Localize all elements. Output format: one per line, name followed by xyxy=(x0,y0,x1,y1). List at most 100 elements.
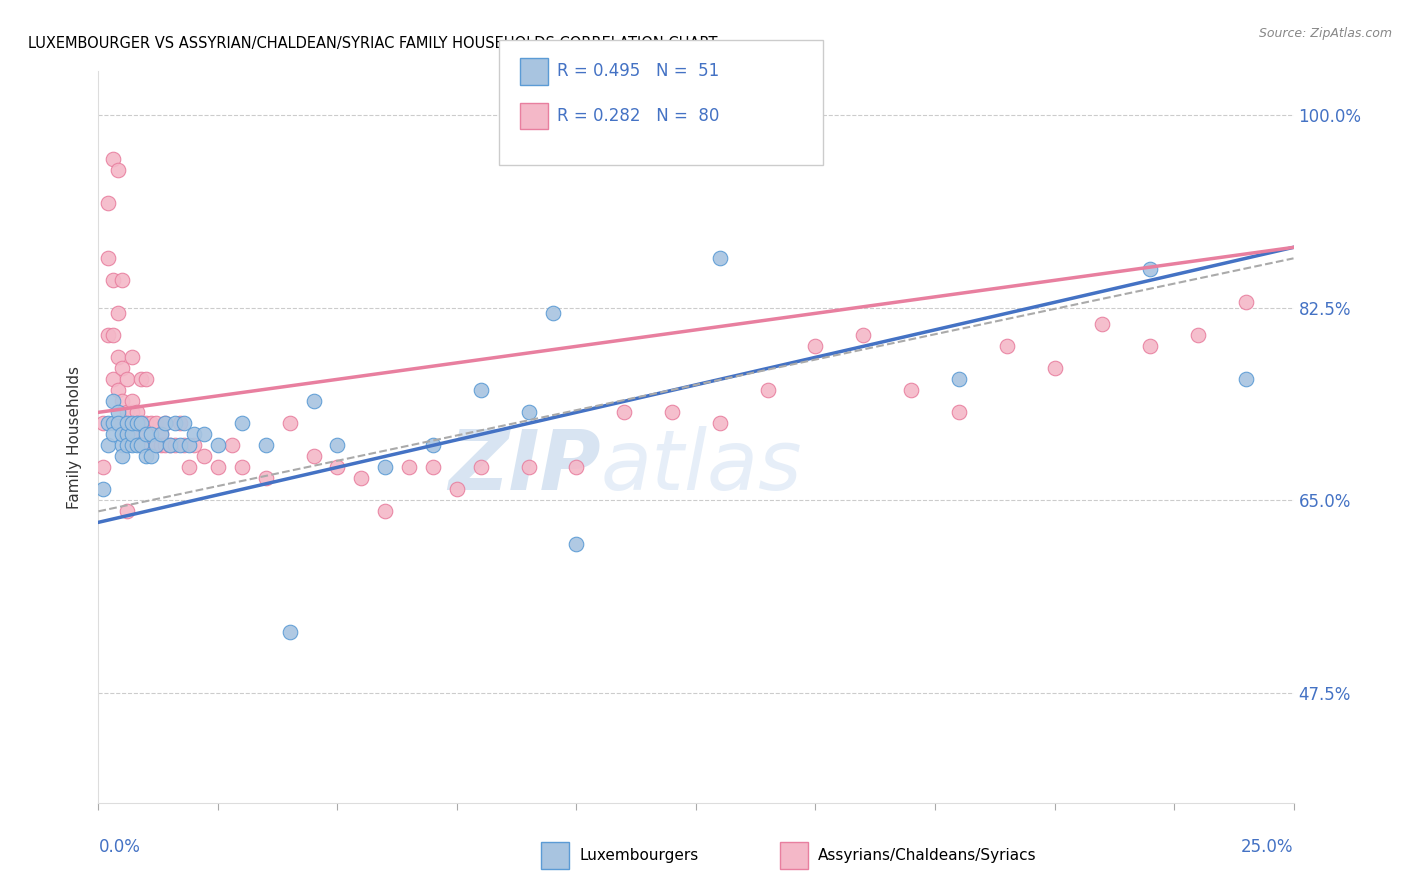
Point xyxy=(101,328,124,343)
Point xyxy=(111,361,134,376)
Y-axis label: Family Households: Family Households xyxy=(67,366,83,508)
Point xyxy=(565,460,588,475)
Point xyxy=(135,438,157,452)
Point xyxy=(948,372,970,386)
Point xyxy=(111,417,134,431)
Point xyxy=(131,372,153,386)
Text: R = 0.495   N =  51: R = 0.495 N = 51 xyxy=(557,62,718,80)
Point xyxy=(91,460,114,475)
Point xyxy=(101,372,124,386)
Text: 25.0%: 25.0% xyxy=(1241,838,1294,856)
Point xyxy=(517,460,540,475)
Point xyxy=(145,438,167,452)
Point xyxy=(350,471,373,485)
Point xyxy=(115,427,138,442)
Text: 0.0%: 0.0% xyxy=(98,838,141,856)
Point xyxy=(115,438,138,452)
Point xyxy=(221,438,243,452)
Point xyxy=(709,252,731,266)
Point xyxy=(107,163,129,178)
Point xyxy=(135,372,157,386)
Point xyxy=(131,438,153,452)
Point xyxy=(159,438,181,452)
Point xyxy=(541,306,564,320)
Point xyxy=(125,427,148,442)
Point xyxy=(107,306,129,320)
Point xyxy=(125,405,148,419)
Point xyxy=(139,438,162,452)
Point xyxy=(131,438,153,452)
Point xyxy=(131,417,153,431)
Point xyxy=(374,460,396,475)
Point xyxy=(446,483,468,497)
Point xyxy=(121,438,143,452)
Point xyxy=(111,427,134,442)
Point xyxy=(121,394,143,409)
Point xyxy=(302,450,325,464)
Point xyxy=(135,450,157,464)
Point xyxy=(231,460,253,475)
Point xyxy=(1234,295,1257,310)
Point xyxy=(101,427,124,442)
Text: atlas: atlas xyxy=(600,425,801,507)
Point xyxy=(565,537,588,551)
Point xyxy=(125,417,148,431)
Point xyxy=(173,417,195,431)
Point xyxy=(1139,339,1161,353)
Point xyxy=(115,405,138,419)
Point xyxy=(169,438,191,452)
Point xyxy=(374,504,396,518)
Text: Luxembourgers: Luxembourgers xyxy=(579,848,699,863)
Point xyxy=(995,339,1018,353)
Point xyxy=(804,339,827,353)
Point xyxy=(139,450,162,464)
Point xyxy=(115,427,138,442)
Point xyxy=(173,438,195,452)
Point xyxy=(302,394,325,409)
Point xyxy=(121,351,143,365)
Point xyxy=(107,384,129,398)
Point xyxy=(111,394,134,409)
Point xyxy=(101,394,124,409)
Point xyxy=(1043,361,1066,376)
Point xyxy=(159,438,181,452)
Point xyxy=(470,460,492,475)
Point xyxy=(1091,318,1114,332)
Point xyxy=(101,417,124,431)
Point xyxy=(179,460,201,475)
Point xyxy=(155,417,177,431)
Point xyxy=(613,405,636,419)
Point xyxy=(111,438,134,452)
Point xyxy=(398,460,420,475)
Point xyxy=(97,196,120,211)
Point xyxy=(91,417,114,431)
Point xyxy=(115,504,138,518)
Point xyxy=(326,438,349,452)
Point xyxy=(145,438,167,452)
Point xyxy=(179,438,201,452)
Point xyxy=(111,450,134,464)
Point xyxy=(121,427,143,442)
Point xyxy=(278,417,301,431)
Text: R = 0.282   N =  80: R = 0.282 N = 80 xyxy=(557,107,718,125)
Point xyxy=(709,417,731,431)
Text: LUXEMBOURGER VS ASSYRIAN/CHALDEAN/SYRIAC FAMILY HOUSEHOLDS CORRELATION CHART: LUXEMBOURGER VS ASSYRIAN/CHALDEAN/SYRIAC… xyxy=(28,36,717,51)
Point xyxy=(121,427,143,442)
Point xyxy=(97,328,120,343)
Text: ZIP: ZIP xyxy=(447,425,600,507)
Point xyxy=(149,438,172,452)
Point xyxy=(193,427,215,442)
Point xyxy=(97,438,120,452)
Point xyxy=(183,438,205,452)
Point xyxy=(254,471,277,485)
Point xyxy=(183,427,205,442)
Point xyxy=(125,417,148,431)
Text: Source: ZipAtlas.com: Source: ZipAtlas.com xyxy=(1258,27,1392,40)
Point xyxy=(139,427,162,442)
Point xyxy=(470,384,492,398)
Point xyxy=(149,427,172,442)
Point xyxy=(115,372,138,386)
Point xyxy=(207,460,229,475)
Point xyxy=(517,405,540,419)
Point xyxy=(139,417,162,431)
